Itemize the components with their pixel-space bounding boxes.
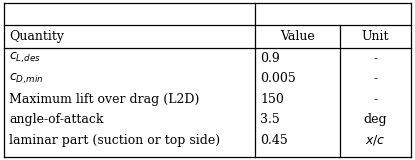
Text: 0.9: 0.9	[260, 52, 280, 65]
Text: $c_{L,\!des}$: $c_{L,\!des}$	[9, 51, 41, 65]
Text: 0.005: 0.005	[260, 72, 296, 85]
Text: Value: Value	[281, 30, 315, 43]
Text: Maximum lift over drag (L2D): Maximum lift over drag (L2D)	[9, 93, 200, 106]
Text: $x/c$: $x/c$	[365, 133, 386, 147]
Text: -: -	[374, 72, 378, 85]
Text: angle-of-attack: angle-of-attack	[9, 113, 104, 126]
Text: 3.5: 3.5	[260, 113, 280, 126]
Text: Unit: Unit	[362, 30, 389, 43]
Text: -: -	[374, 93, 378, 106]
Text: 150: 150	[260, 93, 284, 106]
Text: laminar part (suction or top side): laminar part (suction or top side)	[9, 134, 220, 147]
Text: 0.45: 0.45	[260, 134, 288, 147]
Text: Quantity: Quantity	[9, 30, 64, 43]
Text: -: -	[374, 52, 378, 65]
Text: $c_{D,\!min}$: $c_{D,\!min}$	[9, 72, 44, 86]
Text: deg: deg	[364, 113, 387, 126]
